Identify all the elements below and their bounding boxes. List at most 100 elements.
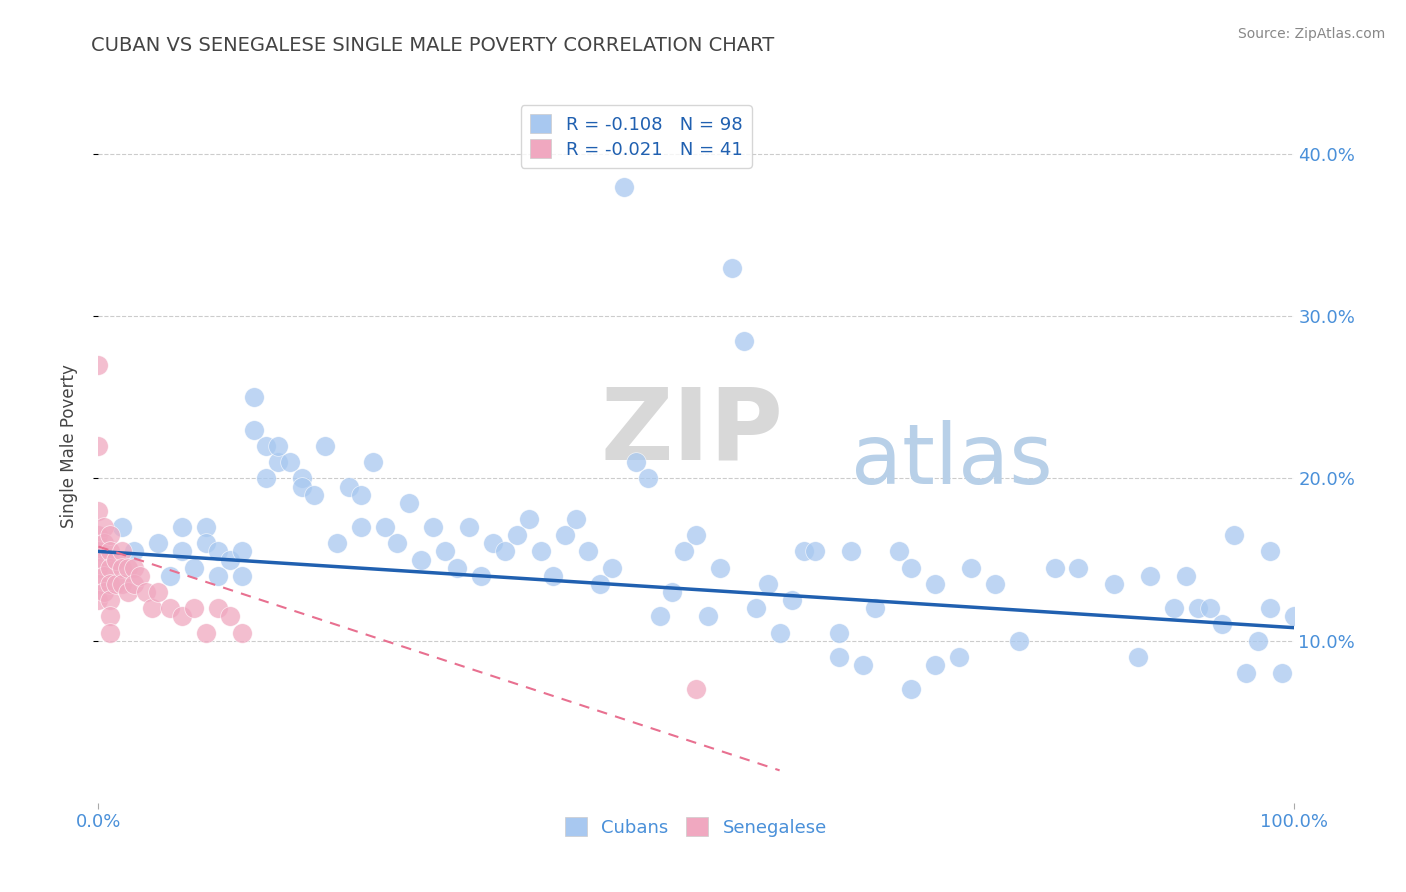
Point [87, 544, 110, 558]
Point [411, 552, 433, 566]
Point [148, 585, 170, 599]
Point [889, 544, 911, 558]
Point [960, 560, 983, 574]
Point [111, 577, 134, 591]
Point [93, 552, 115, 566]
Point [1211, 617, 1233, 632]
Point [302, 488, 325, 502]
Point [98, 528, 122, 542]
Point [385, 536, 409, 550]
Point [326, 536, 349, 550]
Point [828, 625, 851, 640]
Point [1043, 560, 1066, 574]
Point [117, 585, 139, 599]
Point [124, 577, 146, 591]
Point [554, 528, 576, 542]
Point [93, 520, 115, 534]
Point [446, 560, 468, 574]
Point [458, 520, 481, 534]
Point [117, 560, 139, 574]
Point [565, 512, 588, 526]
Point [195, 536, 218, 550]
Point [231, 568, 253, 582]
Point [481, 536, 505, 550]
Point [363, 455, 385, 469]
Text: Source: ZipAtlas.com: Source: ZipAtlas.com [1237, 27, 1385, 41]
Y-axis label: Single Male Poverty: Single Male Poverty [59, 364, 77, 528]
Point [1139, 568, 1161, 582]
Point [530, 544, 553, 558]
Point [1271, 666, 1294, 681]
Point [1128, 649, 1150, 664]
Point [398, 496, 420, 510]
Text: CUBAN VS SENEGALESE SINGLE MALE POVERTY CORRELATION CHART: CUBAN VS SENEGALESE SINGLE MALE POVERTY … [91, 36, 775, 54]
Point [1258, 544, 1281, 558]
Point [267, 455, 290, 469]
Point [93, 585, 115, 599]
Point [648, 609, 672, 624]
Point [135, 585, 157, 599]
Point [254, 471, 277, 485]
Point [1258, 601, 1281, 615]
Point [494, 544, 516, 558]
Point [900, 682, 922, 697]
Point [207, 544, 229, 558]
Point [578, 544, 600, 558]
Point [87, 358, 110, 372]
Point [685, 682, 707, 697]
Point [841, 544, 863, 558]
Point [685, 528, 707, 542]
Point [231, 544, 253, 558]
Point [315, 439, 337, 453]
Point [159, 601, 181, 615]
Text: atlas: atlas [852, 420, 1053, 500]
Point [111, 560, 134, 574]
Point [87, 577, 110, 591]
Point [673, 544, 696, 558]
Point [148, 536, 170, 550]
Point [219, 609, 242, 624]
Point [159, 568, 181, 582]
Point [243, 423, 266, 437]
Point [948, 649, 970, 664]
Point [93, 536, 115, 550]
Point [87, 528, 110, 542]
Point [141, 601, 163, 615]
Point [219, 552, 242, 566]
Point [924, 577, 946, 591]
Point [1008, 633, 1031, 648]
Legend: Cubans, Senegalese: Cubans, Senegalese [558, 810, 834, 844]
Point [1199, 601, 1222, 615]
Point [98, 625, 122, 640]
Point [231, 625, 253, 640]
Point [780, 593, 803, 607]
Point [721, 260, 744, 275]
Point [626, 455, 648, 469]
Point [900, 560, 922, 574]
Point [195, 520, 218, 534]
Point [98, 544, 122, 558]
Point [984, 577, 1007, 591]
Point [1163, 601, 1185, 615]
Point [267, 439, 290, 453]
Point [98, 577, 122, 591]
Point [87, 504, 110, 518]
Point [804, 544, 827, 558]
Point [733, 334, 755, 348]
Point [291, 471, 314, 485]
Point [93, 568, 115, 582]
Point [517, 512, 540, 526]
Point [924, 657, 946, 672]
Point [709, 560, 731, 574]
Point [278, 455, 301, 469]
Point [172, 544, 194, 558]
Point [541, 568, 564, 582]
Point [602, 560, 624, 574]
Point [506, 528, 529, 542]
Point [254, 439, 277, 453]
Point [793, 544, 815, 558]
Point [98, 609, 122, 624]
Point [434, 544, 457, 558]
Point [1104, 577, 1126, 591]
Point [183, 560, 205, 574]
